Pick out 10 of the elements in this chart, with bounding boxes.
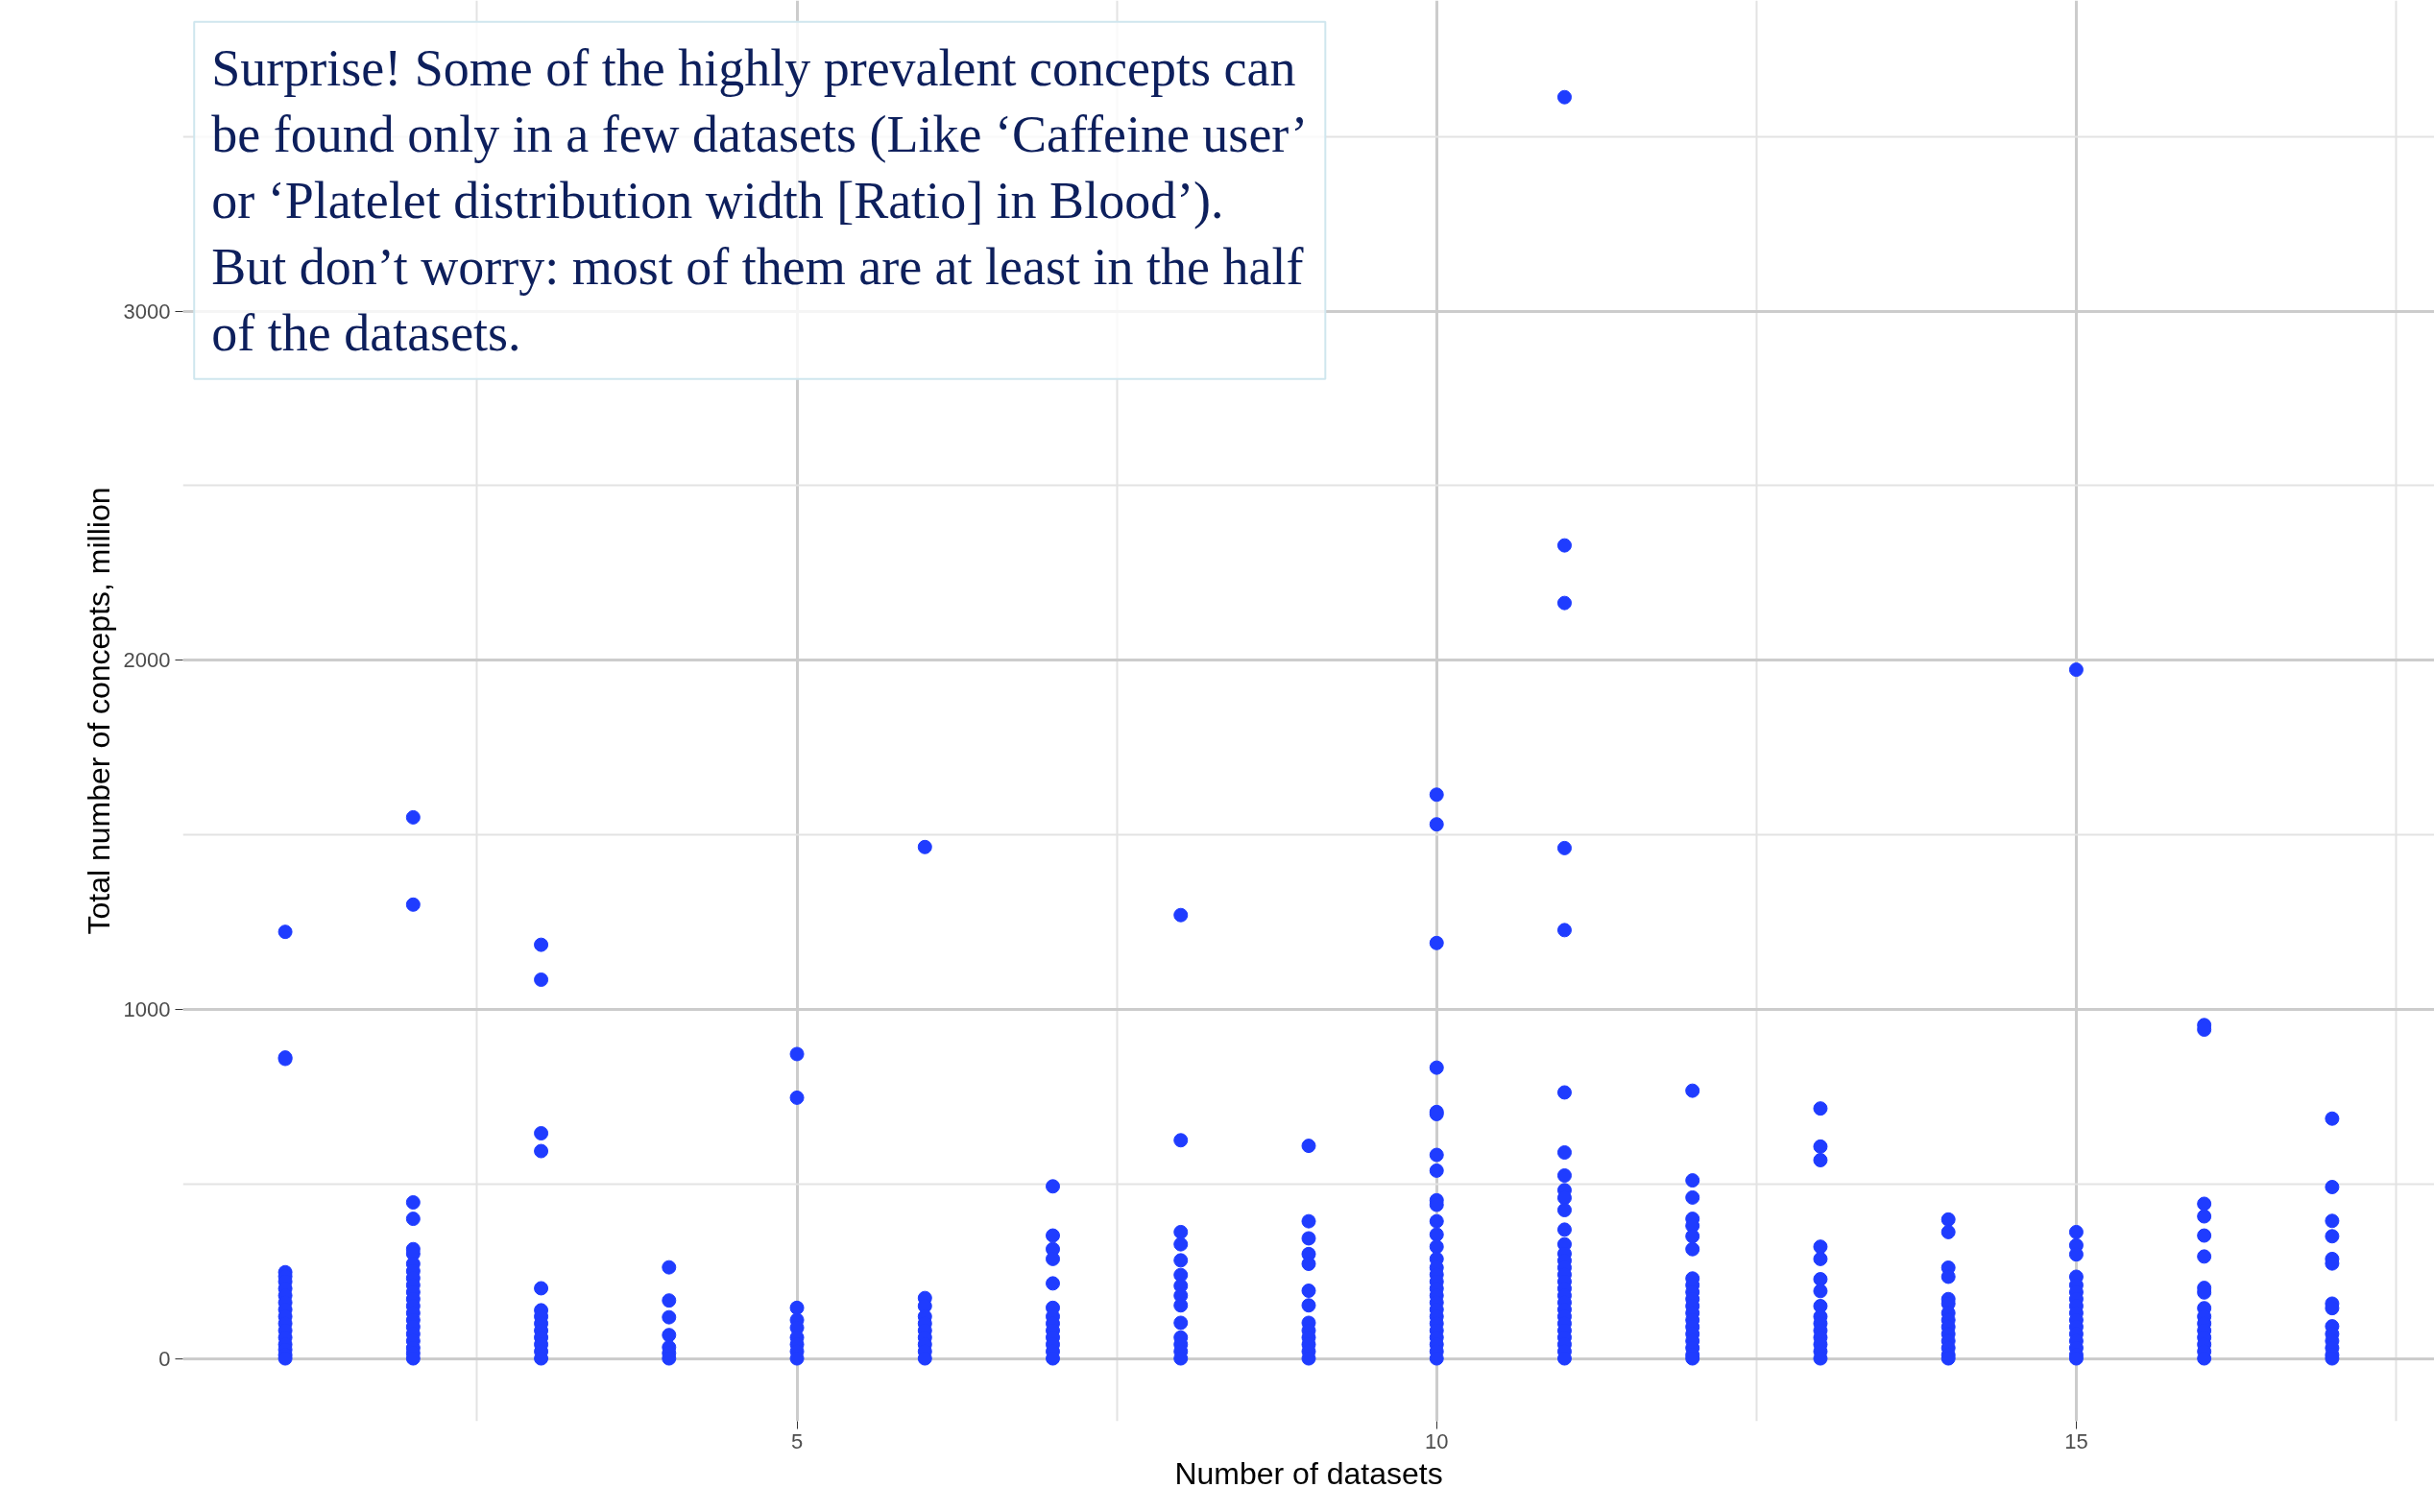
annotation: Surprise! Some of the highly prevalent concepts can be found only in a few datasets (Like ‘Caffeine user’ or ‘Platelet distribution width [Ratio] in Blood’). But don’t worry: most of them are at least in the half of the datasets. (211, 38, 1309, 362)
y-axis-title: Total number of concepts, million (81, 487, 116, 935)
x-tick-label: 5 (790, 1428, 804, 1453)
y-tick-label: 3000 (123, 299, 171, 324)
x-axis-title: Number of datasets (1174, 1455, 1443, 1491)
x-tick-label: 15 (2064, 1428, 2088, 1453)
y-tick-label: 1000 (123, 996, 171, 1021)
y-tick-label: 0 (158, 1346, 171, 1371)
y-tick-label: 2000 (123, 648, 171, 673)
x-tick-label: 10 (1425, 1428, 1449, 1453)
